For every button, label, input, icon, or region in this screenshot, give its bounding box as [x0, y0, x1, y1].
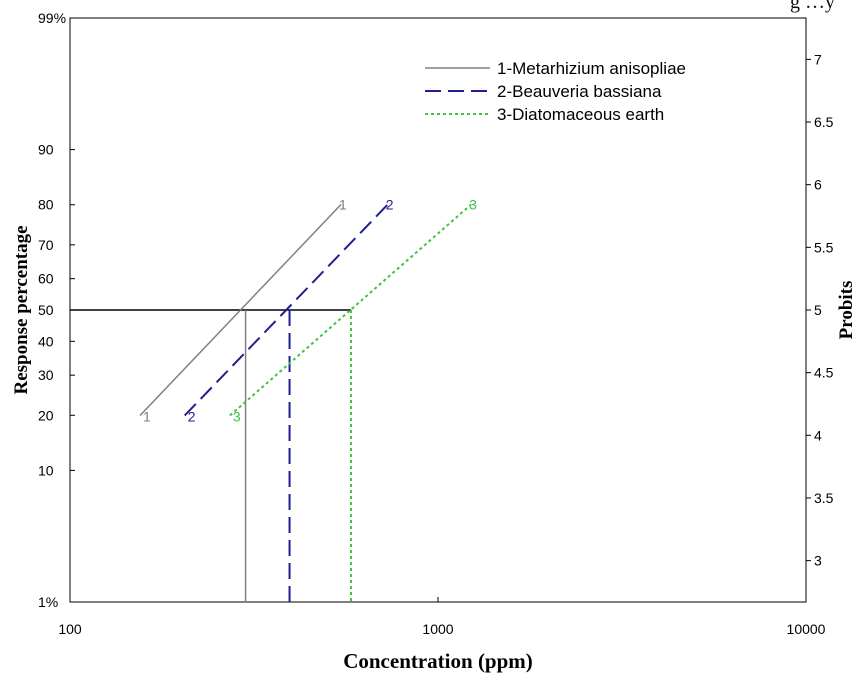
y-tick-label-left: 30 [38, 367, 54, 383]
series-lines: 1 1 2 2 3 3 [139, 197, 477, 424]
y-tick-label-right: 6.5 [814, 114, 834, 130]
series-end-marker: 3 [469, 197, 477, 213]
series-end-marker: 2 [386, 197, 394, 213]
legend-label: 2-Beauveria bassiana [497, 82, 662, 101]
series-line [139, 204, 342, 416]
y-tick-label-right: 6 [814, 177, 822, 193]
y-tick-label-left: 70 [38, 237, 54, 253]
y-tick-label-left: 90 [38, 142, 54, 158]
y-tick-label-right: 4 [814, 427, 822, 443]
y-tick-label-right: 3.5 [814, 490, 834, 506]
page-header-fragment: g …y [790, 0, 835, 13]
y-tick-label-left: 99% [38, 10, 66, 26]
y-tick-label-left: 10 [38, 462, 54, 478]
y-tick-label-left: 1% [38, 594, 58, 610]
legend-label: 1-Metarhizium anisopliae [497, 59, 686, 78]
y-axis-title-left: Response percentage [11, 225, 32, 394]
y-tick-label-right: 5 [814, 302, 822, 318]
legend-label: 3-Diatomaceous earth [497, 105, 664, 124]
y-tick-label-right: 7 [814, 51, 822, 67]
y-tick-label-left: 80 [38, 197, 54, 213]
x-tick-label: 1000 [422, 621, 453, 637]
series-start-marker: 1 [143, 408, 151, 424]
y-tick-label-left: 50 [38, 302, 54, 318]
y-tick-label-left: 40 [38, 333, 54, 349]
x-axis-title: Concentration (ppm) [343, 649, 533, 673]
series-end-marker: 1 [339, 197, 347, 213]
series-start-marker: 2 [188, 408, 196, 424]
y-tick-label-right: 4.5 [814, 365, 834, 381]
series-line [184, 203, 389, 417]
x-tick-label: 10000 [787, 621, 826, 637]
x-tick-label: 100 [58, 621, 82, 637]
y-tick-label-right: 5.5 [814, 239, 834, 255]
y-axis-title-right: Probits [836, 281, 857, 340]
y-tick-label-left: 60 [38, 271, 54, 287]
y-tick-label-right: 3 [814, 553, 822, 569]
y-tick-label-left: 20 [38, 407, 54, 423]
lc50-reference-lines [70, 309, 352, 602]
legend: 1-Metarhizium anisopliae 2-Beauveria bass… [425, 59, 686, 124]
series-start-marker: 3 [233, 408, 241, 424]
